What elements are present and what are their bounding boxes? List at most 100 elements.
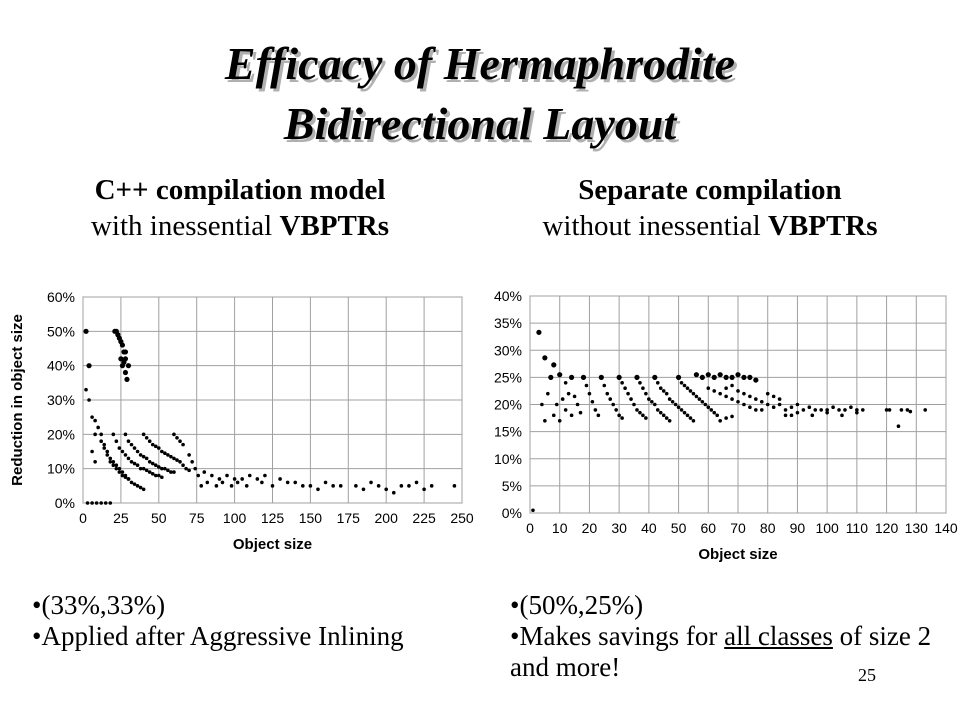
data-point	[160, 466, 164, 471]
data-point	[700, 399, 705, 404]
data-point	[132, 446, 137, 450]
data-point	[638, 381, 642, 385]
data-point	[122, 369, 129, 376]
y-tick-label: 0%	[502, 505, 522, 521]
data-point	[124, 376, 130, 382]
data-point	[123, 475, 128, 480]
data-point	[718, 418, 722, 423]
data-point	[861, 408, 865, 412]
data-point	[122, 349, 129, 355]
data-point	[135, 449, 140, 454]
left-scatter-chart: 0 25 50 75 100 125 150 175 200 225 250 0% 10% 20% 30% 4…	[9, 289, 474, 553]
right-bullet-2-text-a: Makes savings for	[519, 621, 725, 651]
data-point	[93, 418, 97, 423]
data-point	[114, 466, 119, 471]
data-point	[741, 374, 747, 380]
data-point	[196, 473, 201, 478]
data-point	[748, 405, 752, 410]
data-point	[611, 402, 615, 407]
data-point	[783, 408, 788, 412]
data-point	[605, 391, 610, 396]
right-subtitle-plain: without inessential	[542, 210, 768, 242]
data-point	[84, 387, 88, 392]
right-bullet-1: •(50%,25%)	[510, 590, 644, 620]
data-point	[354, 484, 358, 488]
left-subtitle-plain: with inessential	[90, 210, 280, 242]
y-tick-label: 5%	[502, 478, 522, 494]
data-point	[150, 472, 155, 476]
x-tick-label: 30	[611, 520, 627, 536]
data-point	[102, 442, 107, 447]
data-point	[840, 413, 844, 418]
y-tick-label: 25%	[494, 369, 522, 385]
right-bullet-2-text-b: of size 2 and more!	[510, 621, 932, 682]
x-tick-label: 60	[700, 520, 716, 536]
data-point	[111, 432, 116, 437]
data-point	[557, 372, 563, 378]
data-point	[105, 453, 110, 457]
data-point	[452, 484, 457, 488]
data-point	[114, 463, 119, 468]
data-point	[117, 446, 122, 450]
data-point	[147, 460, 152, 464]
data-point	[789, 405, 794, 410]
data-point	[765, 402, 770, 407]
data-point	[247, 473, 252, 478]
data-point	[546, 391, 550, 396]
data-point	[855, 408, 859, 412]
data-point	[90, 449, 94, 454]
data-point	[759, 408, 764, 412]
data-point	[923, 408, 927, 412]
data-point	[697, 397, 702, 401]
data-point	[141, 487, 146, 492]
data-point	[108, 460, 113, 464]
data-point	[399, 484, 404, 488]
data-point	[551, 362, 557, 368]
data-point	[93, 432, 97, 437]
data-point	[641, 413, 645, 418]
data-point	[620, 381, 624, 385]
data-point	[747, 374, 753, 380]
data-point	[270, 484, 275, 488]
y-axis-label: Reduction in object size	[9, 314, 26, 486]
data-point	[855, 410, 859, 415]
data-point	[685, 413, 690, 418]
data-point	[644, 416, 648, 420]
x-tick-label: 0	[79, 510, 87, 526]
data-point	[723, 374, 729, 380]
data-point	[83, 328, 89, 334]
data-point	[125, 363, 132, 369]
data-point	[172, 432, 176, 437]
left-subtitle: C++ compilation model with inessential V…	[20, 172, 460, 244]
data-point	[825, 410, 829, 415]
data-point	[771, 405, 776, 410]
data-point	[694, 394, 699, 399]
x-tick-label: 80	[760, 520, 776, 536]
data-point	[717, 372, 723, 378]
slide-title-line2: Bidirectional Layout	[283, 98, 677, 149]
data-point	[157, 465, 161, 469]
y-tick-label: 0%	[55, 495, 75, 511]
data-point	[653, 402, 657, 407]
data-point	[235, 480, 240, 485]
data-point	[429, 484, 434, 488]
data-point	[193, 466, 197, 471]
data-point	[135, 463, 140, 468]
y-tick-label: 40%	[47, 358, 75, 374]
data-point	[580, 374, 587, 380]
data-point	[369, 480, 373, 485]
data-point	[157, 473, 161, 478]
data-point	[172, 470, 176, 474]
data-point	[634, 374, 640, 380]
data-point	[138, 453, 143, 457]
data-point	[531, 508, 535, 513]
data-point	[376, 484, 381, 488]
data-point	[699, 374, 705, 380]
x-tick-label: 100	[223, 510, 247, 526]
data-point	[801, 408, 806, 412]
data-point	[712, 389, 717, 393]
data-point	[825, 408, 829, 412]
right-subtitle-bold: Separate compilation	[578, 174, 842, 206]
data-point	[590, 399, 595, 404]
data-point	[129, 460, 134, 464]
